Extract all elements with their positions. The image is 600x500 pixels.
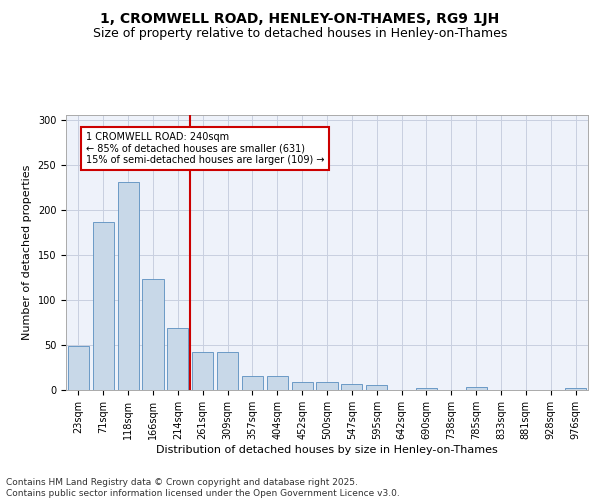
Bar: [565, 388, 586, 390]
Bar: [267, 376, 288, 390]
Bar: [142, 279, 164, 390]
Bar: [118, 182, 139, 390]
Bar: [316, 382, 338, 390]
Text: 1, CROMWELL ROAD, HENLEY-ON-THAMES, RG9 1JH: 1, CROMWELL ROAD, HENLEY-ON-THAMES, RG9 …: [100, 12, 500, 26]
Bar: [292, 382, 313, 390]
Text: Size of property relative to detached houses in Henley-on-Thames: Size of property relative to detached ho…: [93, 28, 507, 40]
Bar: [68, 346, 89, 390]
Bar: [416, 388, 437, 390]
Bar: [217, 352, 238, 390]
Y-axis label: Number of detached properties: Number of detached properties: [22, 165, 32, 340]
Text: Contains HM Land Registry data © Crown copyright and database right 2025.
Contai: Contains HM Land Registry data © Crown c…: [6, 478, 400, 498]
Bar: [366, 386, 387, 390]
Text: 1 CROMWELL ROAD: 240sqm
← 85% of detached houses are smaller (631)
15% of semi-d: 1 CROMWELL ROAD: 240sqm ← 85% of detache…: [86, 132, 325, 166]
Bar: [192, 352, 213, 390]
X-axis label: Distribution of detached houses by size in Henley-on-Thames: Distribution of detached houses by size …: [156, 444, 498, 454]
Bar: [242, 376, 263, 390]
Bar: [167, 328, 188, 390]
Bar: [93, 222, 114, 390]
Bar: [466, 388, 487, 390]
Bar: [341, 384, 362, 390]
